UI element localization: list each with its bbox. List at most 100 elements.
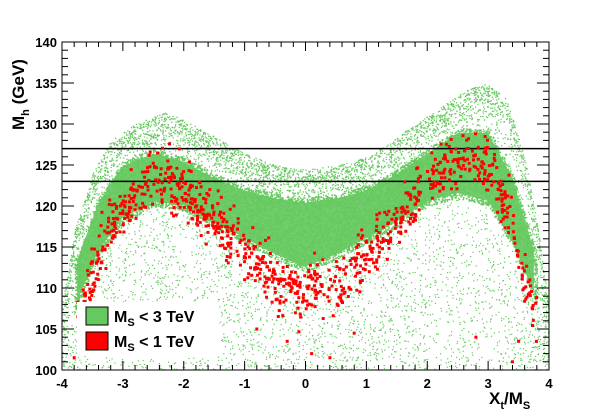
green-point [473, 341, 475, 343]
green-point [298, 356, 301, 358]
green-point [163, 244, 165, 246]
green-point [483, 218, 485, 220]
green-point [526, 279, 528, 281]
green-point [375, 357, 377, 359]
green-point [213, 280, 215, 283]
green-point [118, 277, 120, 279]
green-point [493, 110, 495, 113]
green-point [191, 254, 193, 256]
green-point [239, 318, 241, 320]
green-point [170, 255, 172, 257]
green-point [184, 367, 186, 369]
green-point [197, 287, 199, 289]
green-point [277, 350, 280, 352]
green-point [221, 252, 224, 254]
green-point [330, 296, 332, 298]
green-point [348, 280, 351, 282]
green-point [514, 337, 516, 339]
green-point [84, 208, 86, 210]
green-point [266, 365, 268, 367]
green-point [408, 272, 410, 274]
green-point [283, 334, 285, 336]
green-point [344, 296, 346, 298]
green-point [154, 121, 156, 124]
green-point [239, 261, 241, 263]
green-point [506, 274, 508, 276]
green-point [482, 301, 484, 303]
green-point [413, 247, 416, 250]
green-point [461, 299, 463, 301]
green-point [90, 218, 92, 220]
green-point [165, 211, 167, 214]
green-point [253, 329, 256, 331]
green-point [69, 315, 71, 317]
green-point [142, 143, 144, 145]
green-point [374, 273, 376, 275]
green-point [73, 256, 75, 258]
green-point [444, 130, 446, 132]
green-point [84, 228, 86, 230]
green-point [295, 267, 297, 269]
green-point [197, 253, 200, 255]
green-point [361, 315, 363, 317]
green-point [86, 209, 88, 211]
green-point [210, 290, 212, 293]
green-point [505, 295, 507, 297]
green-point [349, 175, 351, 177]
green-point [209, 253, 211, 255]
green-point [66, 362, 68, 364]
green-point [153, 239, 155, 241]
green-point [192, 364, 194, 366]
green-point [453, 197, 455, 199]
green-point [392, 243, 395, 245]
green-point [501, 317, 503, 319]
green-point [302, 348, 304, 350]
green-point [390, 259, 392, 261]
green-point [160, 293, 162, 295]
green-point [486, 335, 488, 337]
green-point [64, 337, 67, 339]
green-point [74, 228, 76, 230]
green-point [547, 322, 549, 324]
green-point [342, 308, 344, 310]
green-point [408, 316, 410, 318]
green-point [447, 206, 449, 209]
green-point [245, 322, 247, 324]
green-point [170, 228, 172, 230]
green-point [353, 296, 355, 299]
green-point [444, 346, 446, 348]
green-point [530, 353, 532, 355]
green-point [432, 242, 435, 245]
green-point [203, 234, 205, 236]
green-point [478, 343, 480, 345]
green-point [218, 267, 220, 269]
green-point [420, 122, 422, 124]
green-point [476, 232, 478, 234]
green-point [545, 342, 547, 344]
green-point [447, 278, 449, 280]
green-point [383, 252, 385, 254]
green-point [544, 280, 546, 282]
green-point [292, 293, 294, 295]
green-point [470, 317, 472, 319]
green-point [541, 294, 543, 296]
green-point [415, 144, 417, 146]
green-point [341, 345, 343, 347]
green-point [440, 364, 442, 366]
green-point [189, 139, 191, 141]
green-point [318, 340, 321, 342]
green-point [318, 333, 320, 335]
green-point [125, 237, 127, 239]
green-point [84, 221, 86, 223]
green-point [159, 291, 161, 293]
green-point [255, 362, 257, 364]
green-point [325, 278, 327, 280]
green-point [78, 218, 80, 220]
green-point [282, 296, 284, 298]
green-point [413, 301, 415, 303]
green-point [385, 315, 387, 317]
green-point [499, 283, 501, 285]
green-point [178, 295, 180, 297]
green-point [450, 239, 452, 241]
green-point [448, 308, 450, 310]
